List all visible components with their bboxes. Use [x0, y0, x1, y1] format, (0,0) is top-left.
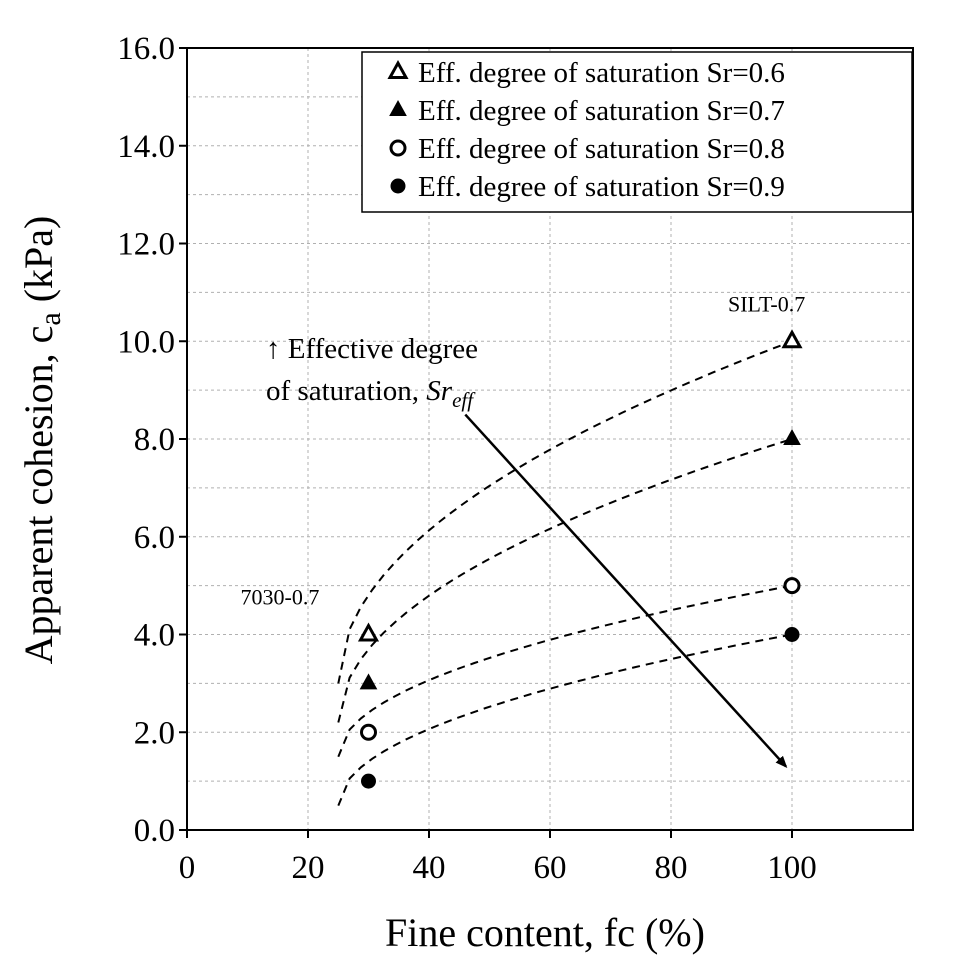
arrow-annotation-line1: ↑ Effective degree: [266, 333, 478, 365]
circle-open-marker: [783, 577, 801, 595]
arrow-annotation-line2: of saturation, Sreff: [266, 375, 476, 412]
y-tick-label: 8.0: [134, 422, 175, 458]
x-tick-label: 0: [179, 850, 196, 886]
x-axis-label: Fine content, fc (%): [385, 910, 705, 955]
triangle-filled-marker: [359, 673, 378, 690]
tick-label-layer: 0.0 2.0 4.0 6.0 8.0 10.0 12.0 14.0 16.0 0 20 40 60 80…: [117, 31, 817, 886]
arrow-annotation-text: of saturation,: [266, 375, 426, 407]
triangle-open-marker: [357, 622, 380, 642]
x-tick-label: 100: [767, 850, 817, 886]
x-tick-label: 80: [655, 850, 688, 886]
y-tick-label: 0.0: [134, 813, 175, 849]
legend-entry-label: Eff. degree of saturation Sr=0.6: [418, 57, 785, 89]
y-axis-label: Apparent cohesion, ca (kPa): [16, 216, 67, 665]
trendline-layer: [337, 340, 793, 806]
triangle-filled-marker: [389, 100, 407, 116]
y-tick-label: 10.0: [117, 324, 175, 360]
arrow-annotation-sr: Sr: [426, 375, 453, 407]
legend: Eff. degree of saturation Sr=0.6 Eff. deg…: [361, 51, 913, 213]
silt-annotation: SILT-0.7: [728, 291, 805, 316]
y-axis-label-main: Apparent cohesion, c: [16, 326, 61, 665]
trendline: [337, 633, 793, 806]
trendline: [337, 584, 793, 758]
y-tick-label: 12.0: [117, 227, 175, 263]
legend-entry-label: Eff. degree of saturation Sr=0.8: [418, 133, 785, 165]
circle-filled-marker: [784, 627, 800, 642]
y-tick-label: 6.0: [134, 520, 175, 556]
x-tick-label: 20: [292, 850, 325, 886]
marker-layer: [357, 329, 803, 789]
triangle-filled-marker: [783, 429, 801, 445]
y-tick-label: 4.0: [134, 618, 175, 654]
x-tick-label: 60: [534, 850, 567, 886]
y-axis-label-unit: (kPa): [16, 216, 61, 313]
x-tick-label: 40: [413, 850, 446, 886]
circle-open-marker: [360, 723, 377, 741]
triangle-open-marker: [781, 329, 803, 349]
effective-saturation-arrow: [464, 413, 788, 768]
y-tick-label: 14.0: [117, 129, 175, 165]
circle-filled-marker: [361, 773, 376, 789]
legend-entry-label: Eff. degree of saturation Sr=0.7: [418, 95, 785, 127]
y-axis-label-sub: a: [34, 312, 67, 325]
arrow-annotation-sub: eff: [452, 388, 476, 412]
legend-entry-label: Eff. degree of saturation Sr=0.9: [418, 171, 785, 203]
circle-filled-marker: [390, 178, 406, 194]
mix-7030-annotation: 7030-0.7: [241, 585, 320, 610]
legend-box: [361, 51, 913, 213]
y-tick-label: 2.0: [134, 715, 175, 751]
circle-open-marker: [389, 139, 407, 157]
trendline: [337, 438, 793, 723]
y-tick-label: 16.0: [117, 31, 175, 67]
triangle-open-marker: [387, 59, 409, 79]
